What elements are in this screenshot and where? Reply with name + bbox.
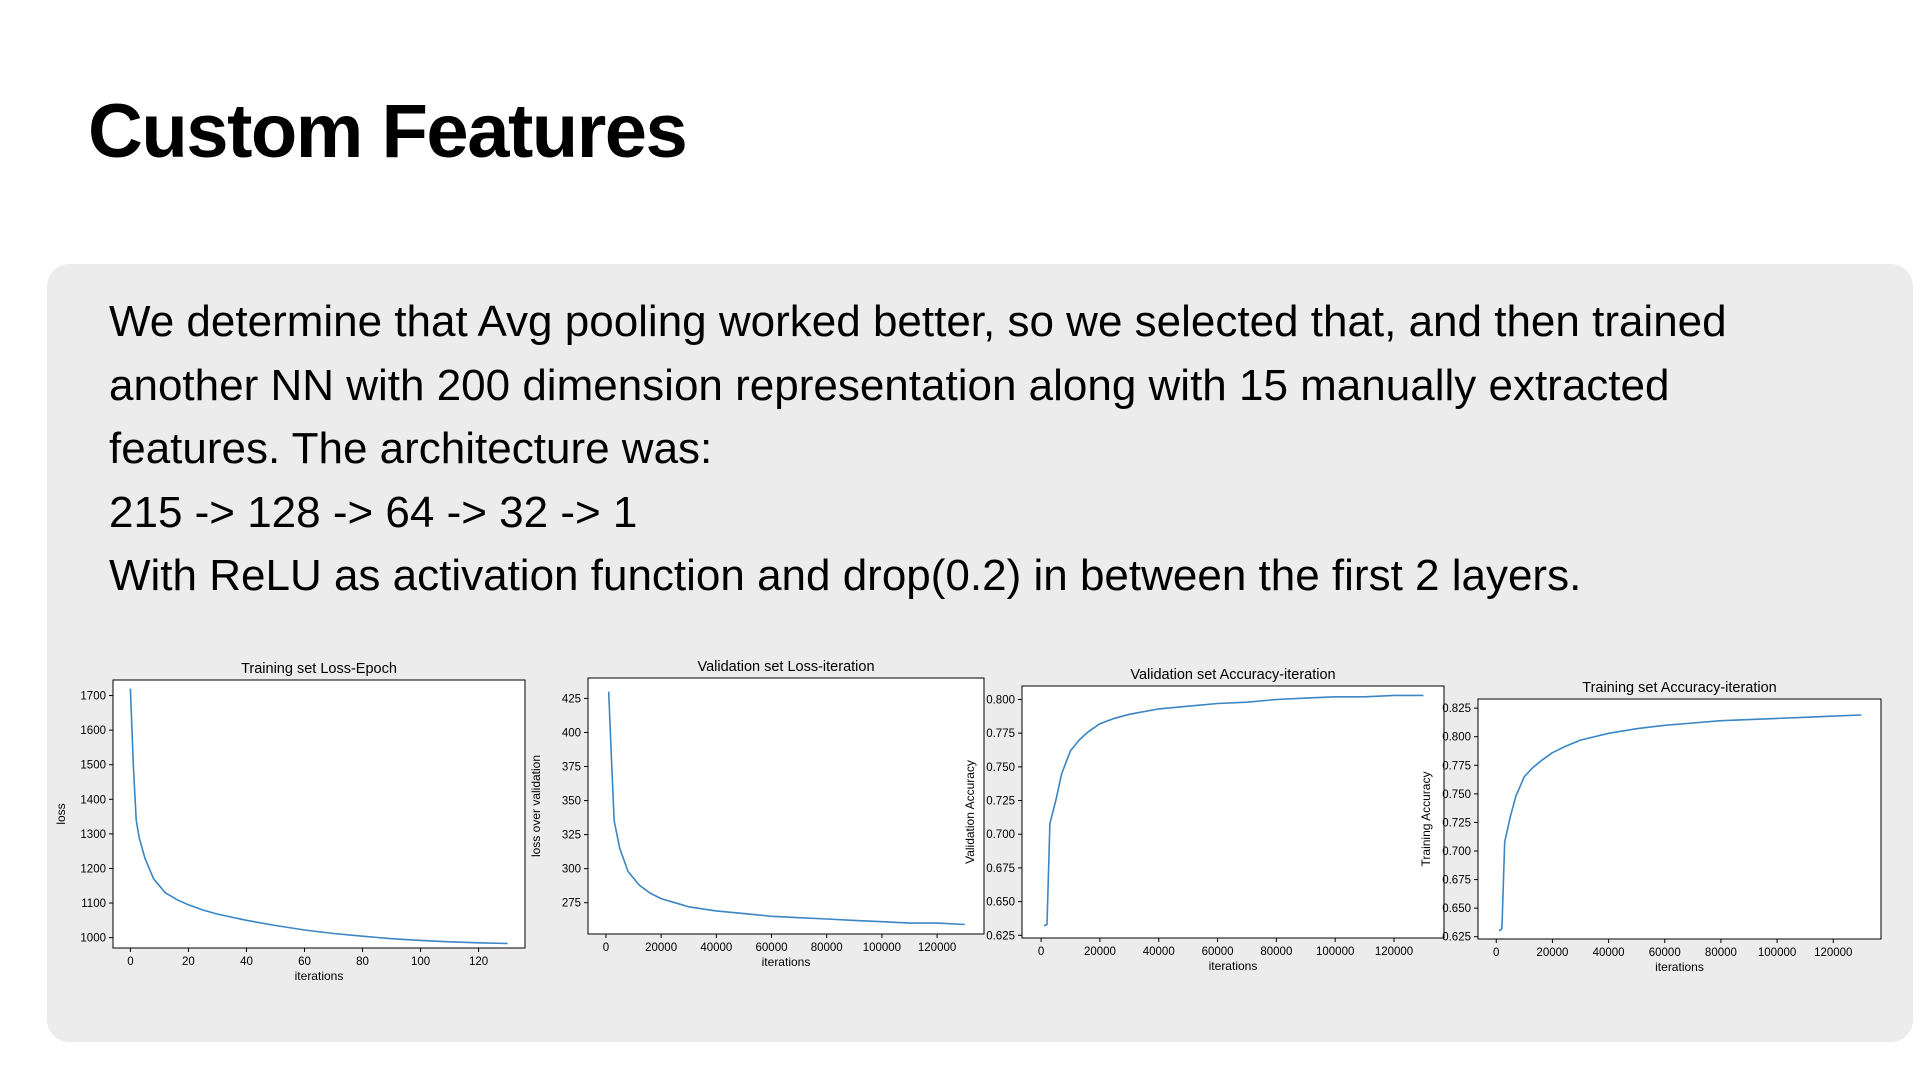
slide-title: Custom Features xyxy=(88,89,688,174)
body-text: We determine that Avg pooling worked bet… xyxy=(109,290,1889,608)
chart-title: Validation set Accuracy-iteration xyxy=(1130,667,1335,683)
y-tick-label: 0.775 xyxy=(986,728,1015,740)
x-tick-label: 0 xyxy=(603,942,609,954)
validation-accuracy-chart: Validation set Accuracy-iteration 0 20000 4… xyxy=(963,667,1445,973)
x-tick-label: 40000 xyxy=(700,942,732,954)
plot-area xyxy=(587,677,985,935)
x-tick-label: 0 xyxy=(1493,947,1499,959)
x-tick-label: 60000 xyxy=(1649,947,1681,959)
y-tick-label: 0.775 xyxy=(1442,760,1471,772)
x-tick-label: 20000 xyxy=(1084,946,1116,958)
x-tick-label: 100000 xyxy=(1316,946,1354,958)
x-tick-label: 60 xyxy=(298,956,311,968)
series-line xyxy=(1498,714,1862,932)
x-tick-label: 100 xyxy=(411,956,430,968)
body-line: another NN with 200 dimension representa… xyxy=(109,360,1670,410)
y-tick-label: 1500 xyxy=(80,760,106,772)
x-tick-label: 40 xyxy=(240,956,253,968)
plot-area xyxy=(1477,698,1882,940)
series-line xyxy=(129,688,508,945)
y-tick-label: 0.700 xyxy=(1442,846,1471,858)
x-tick-label: 80000 xyxy=(1260,946,1292,958)
x-tick-label: 120000 xyxy=(1375,946,1413,958)
y-tick-label: 375 xyxy=(562,762,581,774)
chart-title: Training set Accuracy-iteration xyxy=(1582,680,1777,696)
plot-area xyxy=(1021,685,1445,939)
y-tick-label: 0.625 xyxy=(986,930,1015,942)
x-tick-label: 20 xyxy=(182,956,195,968)
y-tick-label: 1200 xyxy=(80,863,106,875)
y-axis-label: Validation Accuracy xyxy=(963,760,977,864)
y-tick-label: 0.800 xyxy=(986,694,1015,706)
y-tick-label: 0.800 xyxy=(1442,732,1471,744)
plot-area xyxy=(112,679,526,949)
x-tick-label: 40000 xyxy=(1593,947,1625,959)
x-tick-label: 120000 xyxy=(918,942,956,954)
x-tick-label: 0 xyxy=(1038,946,1044,958)
validation-loss-chart: Validation set Loss-iteration 0 20000 40000… xyxy=(529,659,985,969)
y-axis-label: Training Accuracy xyxy=(1419,772,1433,867)
y-tick-label: 325 xyxy=(562,830,581,842)
y-tick-label: 1400 xyxy=(80,794,106,806)
x-axis-label: iterations xyxy=(295,969,344,983)
y-tick-label: 350 xyxy=(562,796,581,808)
x-tick-label: 60000 xyxy=(1202,946,1234,958)
y-tick-label: 300 xyxy=(562,864,581,876)
x-axis-label: iterations xyxy=(1655,960,1704,974)
y-tick-label: 0.650 xyxy=(986,897,1015,909)
y-axis-label: loss over validation xyxy=(529,755,543,857)
body-line: features. The architecture was: xyxy=(109,424,713,473)
y-tick-label: 0.750 xyxy=(986,762,1015,774)
series-line xyxy=(607,691,965,926)
x-axis-label: iterations xyxy=(1209,959,1258,973)
chart-title: Validation set Loss-iteration xyxy=(697,659,874,675)
x-tick-label: 20000 xyxy=(1536,947,1568,959)
y-tick-label: 0.675 xyxy=(1442,875,1471,887)
body-line: We determine that Avg pooling worked bet… xyxy=(109,297,1727,346)
x-tick-label: 100000 xyxy=(1758,947,1796,959)
y-tick-label: 1300 xyxy=(80,829,106,841)
y-tick-label: 0.825 xyxy=(1442,703,1471,715)
x-tick-label: 40000 xyxy=(1143,946,1175,958)
body-line: With ReLU as activation function and dro… xyxy=(109,551,1582,600)
training-accuracy-chart: Training set Accuracy-iteration 0 20000 400… xyxy=(1419,680,1882,974)
chart-title: Training set Loss-Epoch xyxy=(241,661,397,677)
series-line xyxy=(1043,694,1424,927)
x-tick-label: 80000 xyxy=(811,942,843,954)
y-tick-label: 1000 xyxy=(80,933,106,945)
x-tick-label: 60000 xyxy=(756,942,788,954)
y-tick-label: 0.675 xyxy=(986,863,1015,875)
y-tick-label: 1600 xyxy=(80,725,106,737)
x-tick-label: 120 xyxy=(469,956,488,968)
x-tick-label: 100000 xyxy=(863,942,901,954)
x-tick-label: 120000 xyxy=(1814,947,1852,959)
y-tick-label: 1700 xyxy=(80,691,106,703)
y-tick-label: 425 xyxy=(562,693,581,705)
y-tick-label: 0.700 xyxy=(986,829,1015,841)
body-line: 215 -> 128 -> 64 -> 32 -> 1 xyxy=(109,487,638,537)
y-axis-label: loss xyxy=(54,803,68,824)
y-tick-label: 0.725 xyxy=(986,796,1015,808)
training-loss-chart: Training set Loss-Epoch 0 20 40 60 80 100 120 10… xyxy=(54,661,526,983)
y-tick-label: 0.650 xyxy=(1442,903,1471,915)
y-tick-label: 275 xyxy=(562,898,581,910)
x-tick-label: 80 xyxy=(356,956,369,968)
y-tick-label: 0.750 xyxy=(1442,789,1471,801)
x-tick-label: 0 xyxy=(127,956,133,968)
x-axis-label: iterations xyxy=(762,955,811,969)
x-tick-label: 80000 xyxy=(1705,947,1737,959)
y-tick-label: 0.625 xyxy=(1442,932,1471,944)
y-tick-label: 1100 xyxy=(81,898,106,910)
y-tick-label: 400 xyxy=(562,727,581,739)
x-tick-label: 20000 xyxy=(645,942,677,954)
y-tick-label: 0.725 xyxy=(1442,817,1471,829)
